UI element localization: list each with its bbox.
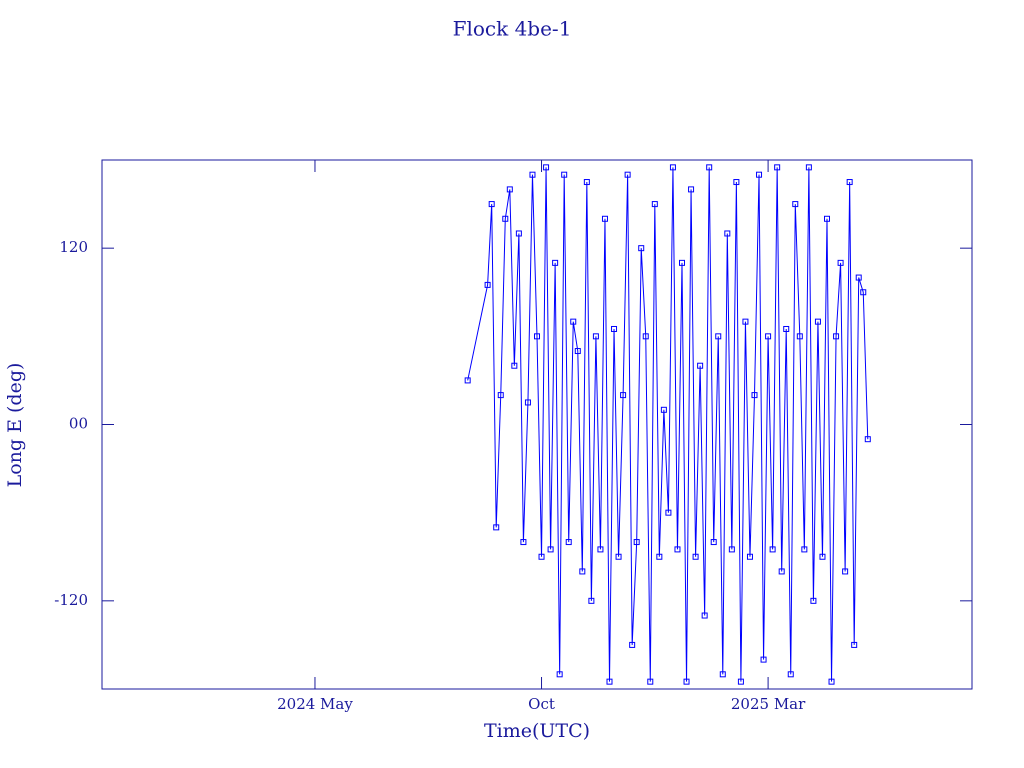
x-axis-label: Time(UTC)	[484, 720, 590, 742]
data-point	[796, 333, 803, 340]
data-point	[842, 568, 849, 575]
data-point	[647, 678, 654, 685]
data-point	[552, 259, 559, 266]
y-tick-label: -120	[54, 591, 88, 609]
data-point	[606, 678, 613, 685]
data-point	[579, 568, 586, 575]
data-point	[642, 333, 649, 340]
data-point	[860, 289, 867, 296]
data-point	[574, 348, 581, 355]
data-point	[769, 546, 776, 553]
data-point	[814, 318, 821, 325]
data-point	[715, 333, 722, 340]
y-tick-label: 00	[69, 415, 88, 433]
data-point	[570, 318, 577, 325]
data-point	[774, 164, 781, 171]
data-point	[515, 230, 522, 237]
data-point	[611, 325, 618, 332]
x-tick-label: 2025 Mar	[731, 695, 806, 713]
data-point	[561, 171, 568, 178]
data-point	[679, 259, 685, 266]
data-point	[724, 230, 731, 237]
data-point	[488, 201, 495, 208]
data-point	[556, 671, 563, 678]
x-tick-label: Oct	[528, 695, 555, 713]
data-point	[538, 553, 545, 560]
data-point	[592, 333, 599, 340]
data-point	[765, 333, 772, 340]
data-point	[674, 546, 681, 553]
data-point	[656, 553, 663, 560]
data-point	[688, 186, 695, 193]
data-point	[683, 678, 690, 685]
data-point	[855, 274, 862, 281]
data-point	[760, 656, 767, 663]
data-point	[615, 553, 622, 560]
data-point	[805, 164, 812, 171]
data-point	[583, 179, 590, 186]
data-point	[846, 179, 853, 186]
data-point	[778, 568, 785, 575]
data-point	[710, 539, 717, 546]
data-point	[493, 524, 500, 531]
chart-title: Flock 4be-1	[453, 17, 572, 41]
data-point	[701, 612, 708, 619]
data-point	[837, 259, 844, 266]
data-point	[524, 399, 531, 406]
data-point	[756, 171, 763, 178]
plot-frame	[101, 159, 973, 690]
data-point	[733, 179, 740, 186]
data-point	[810, 597, 817, 604]
data-point	[660, 406, 667, 413]
data-point	[506, 186, 513, 193]
data-point	[502, 215, 509, 222]
data-point	[601, 215, 608, 222]
data-point	[692, 553, 699, 560]
data-point	[565, 539, 572, 546]
data-point	[746, 553, 753, 560]
data-point	[783, 325, 790, 332]
data-point	[697, 362, 704, 369]
data-point	[547, 546, 554, 553]
data-point	[511, 362, 518, 369]
data-point	[706, 164, 713, 171]
data-point	[737, 678, 744, 685]
data-point	[728, 546, 735, 553]
data-point	[851, 641, 858, 648]
plot-area	[464, 164, 871, 685]
data-point	[792, 201, 799, 208]
data-point	[719, 671, 726, 678]
data-point	[624, 171, 631, 178]
series-line	[467, 167, 869, 682]
data-point	[665, 509, 672, 516]
x-tick-label: 2024 May	[277, 695, 353, 713]
data-point	[801, 546, 808, 553]
data-point	[534, 333, 540, 340]
data-point	[597, 546, 604, 553]
y-axis-label: Long E (deg)	[4, 363, 26, 488]
data-point	[651, 201, 658, 208]
data-point	[833, 333, 840, 340]
data-point	[520, 539, 527, 546]
data-point	[484, 281, 491, 288]
data-point	[864, 436, 871, 443]
data-point	[742, 318, 749, 325]
data-point	[543, 164, 550, 171]
data-point	[633, 539, 640, 546]
data-point	[620, 392, 627, 399]
data-point	[629, 641, 636, 648]
data-point	[588, 597, 595, 604]
data-point	[751, 392, 758, 399]
data-point	[828, 678, 835, 685]
data-point	[638, 245, 645, 252]
data-point	[669, 164, 676, 171]
data-point	[497, 392, 504, 399]
data-point	[464, 377, 471, 384]
y-tick-label: 120	[59, 238, 88, 256]
data-point	[819, 553, 826, 560]
data-point	[787, 671, 794, 678]
data-point	[824, 215, 830, 222]
data-point	[529, 171, 536, 178]
